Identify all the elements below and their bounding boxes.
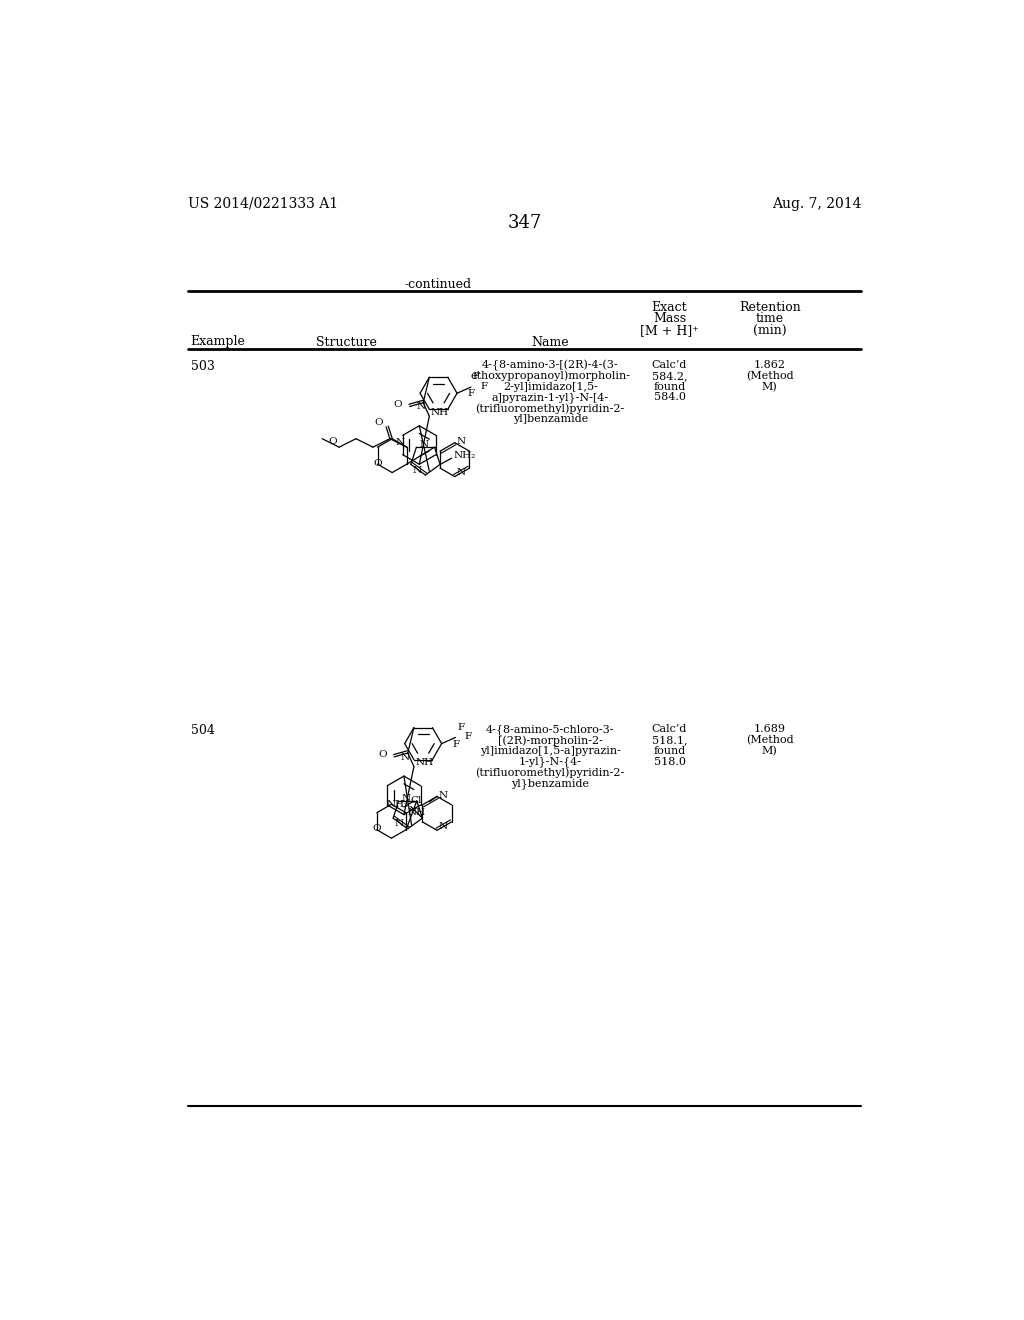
- Text: N: N: [457, 437, 465, 446]
- Text: F: F: [453, 739, 460, 748]
- Text: [(2R)-morpholin-2-: [(2R)-morpholin-2-: [498, 735, 603, 746]
- Text: a]pyrazin-1-yl}-N-[4-: a]pyrazin-1-yl}-N-[4-: [492, 392, 609, 404]
- Text: time: time: [756, 313, 783, 326]
- Text: N: N: [395, 820, 403, 829]
- Text: M): M): [762, 381, 777, 392]
- Text: (Method: (Method: [745, 735, 794, 746]
- Text: NH₂: NH₂: [386, 800, 409, 809]
- Text: N: N: [438, 791, 447, 800]
- Text: (min): (min): [753, 323, 786, 337]
- Text: 584.0: 584.0: [653, 392, 685, 403]
- Text: Retention: Retention: [738, 301, 801, 314]
- Text: ethoxypropanoyl)morpholin-: ethoxypropanoyl)morpholin-: [470, 371, 630, 381]
- Text: Structure: Structure: [315, 335, 377, 348]
- Text: Aug. 7, 2014: Aug. 7, 2014: [772, 197, 861, 211]
- Text: found: found: [653, 381, 686, 392]
- Text: NH₂: NH₂: [454, 451, 476, 461]
- Text: F: F: [465, 733, 472, 741]
- Text: yl]imidazo[1,5-a]pyrazin-: yl]imidazo[1,5-a]pyrazin-: [480, 746, 621, 756]
- Text: F: F: [457, 723, 464, 731]
- Text: Mass: Mass: [653, 313, 686, 326]
- Text: O: O: [378, 750, 386, 759]
- Text: O: O: [373, 824, 381, 833]
- Text: 347: 347: [508, 214, 542, 232]
- Text: 518.0: 518.0: [653, 756, 685, 767]
- Text: N: N: [419, 440, 428, 449]
- Text: N: N: [413, 466, 422, 475]
- Text: Name: Name: [531, 335, 569, 348]
- Text: N: N: [417, 403, 425, 412]
- Text: N: N: [395, 438, 404, 447]
- Text: N: N: [457, 469, 465, 477]
- Text: Example: Example: [190, 335, 246, 348]
- Text: F: F: [472, 372, 479, 381]
- Text: O: O: [328, 437, 337, 446]
- Text: O: O: [375, 417, 383, 426]
- Text: (trifluoromethyl)pyridin-2-: (trifluoromethyl)pyridin-2-: [475, 767, 625, 777]
- Text: 518.1,: 518.1,: [652, 735, 687, 744]
- Text: yl]benzamide: yl]benzamide: [513, 414, 588, 424]
- Text: NH: NH: [408, 808, 426, 817]
- Text: Exact: Exact: [651, 301, 687, 314]
- Text: NH: NH: [416, 758, 433, 767]
- Text: 4-{8-amino-5-chloro-3-: 4-{8-amino-5-chloro-3-: [486, 725, 614, 735]
- Text: F: F: [468, 389, 475, 399]
- Text: found: found: [653, 746, 686, 756]
- Text: 503: 503: [190, 360, 214, 374]
- Text: [M + H]⁺: [M + H]⁺: [640, 323, 699, 337]
- Text: Calc’d: Calc’d: [652, 360, 687, 370]
- Text: US 2014/0221333 A1: US 2014/0221333 A1: [188, 197, 339, 211]
- Text: 504: 504: [190, 725, 214, 738]
- Text: N: N: [401, 793, 411, 803]
- Text: 584.2,: 584.2,: [652, 371, 687, 381]
- Text: 4-{8-amino-3-[(2R)-4-(3-: 4-{8-amino-3-[(2R)-4-(3-: [482, 360, 618, 371]
- Text: F: F: [480, 381, 487, 391]
- Text: N: N: [401, 752, 410, 762]
- Text: O: O: [373, 458, 382, 467]
- Text: Cl: Cl: [411, 796, 422, 805]
- Text: N: N: [438, 822, 447, 830]
- Text: 1.689: 1.689: [754, 725, 785, 734]
- Text: -continued: -continued: [406, 277, 472, 290]
- Text: 2-yl]imidazo[1,5-: 2-yl]imidazo[1,5-: [503, 381, 598, 392]
- Text: O: O: [393, 400, 401, 408]
- Text: Calc’d: Calc’d: [652, 725, 687, 734]
- Text: (Method: (Method: [745, 371, 794, 381]
- Text: yl}benzamide: yl}benzamide: [511, 779, 589, 789]
- Text: M): M): [762, 746, 777, 756]
- Text: 1.862: 1.862: [754, 360, 785, 370]
- Text: NH: NH: [431, 408, 449, 417]
- Text: 1-yl}-N-{4-: 1-yl}-N-{4-: [519, 756, 582, 767]
- Text: (trifluoromethyl)pyridin-2-: (trifluoromethyl)pyridin-2-: [475, 404, 625, 414]
